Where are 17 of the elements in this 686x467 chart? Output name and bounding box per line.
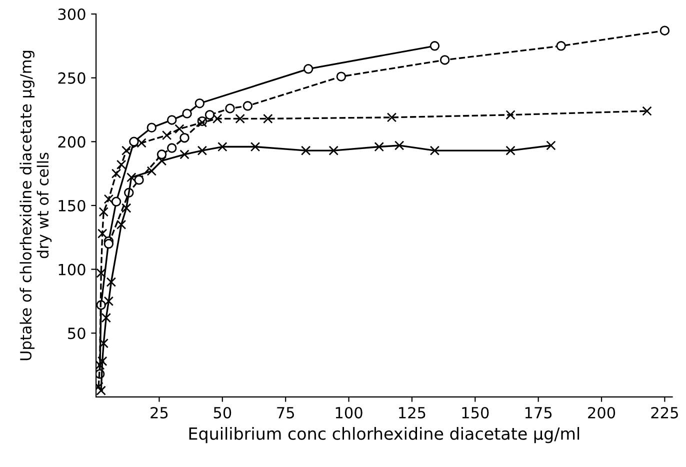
x-tick-label: 150 bbox=[462, 406, 489, 418]
y-tick-label: 300 bbox=[58, 8, 86, 20]
y-tick-label: 150 bbox=[58, 200, 86, 212]
x-tick-label: 225 bbox=[651, 406, 678, 418]
y-tick-label: 250 bbox=[58, 72, 86, 84]
x-tick-label: 175 bbox=[525, 407, 552, 418]
x-tick-label: 100 bbox=[336, 406, 362, 418]
x-tick-label: 125 bbox=[399, 406, 426, 418]
y-tick-label: 100 bbox=[58, 264, 86, 276]
y-tick-label: 50 bbox=[68, 328, 86, 340]
x-tick-label: 50 bbox=[214, 406, 232, 418]
x-axis-title: Equilibrium conc chlorhexidine diacetate μg/ml bbox=[189, 427, 580, 444]
x-tick-label: 75 bbox=[277, 407, 294, 418]
x-tick-label: 200 bbox=[588, 406, 616, 418]
y-tick-label: 200 bbox=[58, 136, 86, 148]
x-tick-label: 25 bbox=[150, 406, 168, 418]
y-axis-title: Uptake of chlorhexidine diacetate μg/mg dry wt of cells bbox=[20, 50, 52, 360]
